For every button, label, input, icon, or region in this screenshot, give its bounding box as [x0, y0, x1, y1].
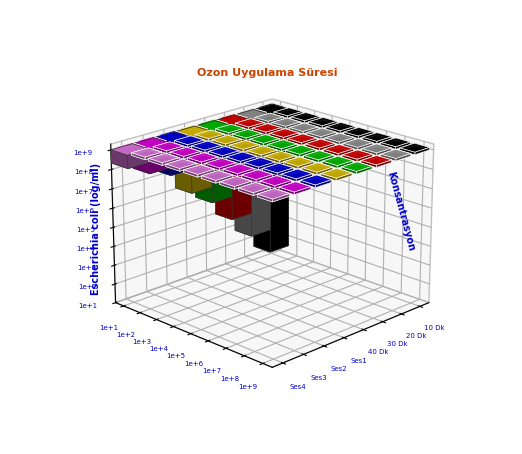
Text: Ozon Uygulama Süresi: Ozon Uygulama Süresi — [197, 69, 338, 79]
Text: Konsantrasyon: Konsantrasyon — [385, 171, 416, 253]
Text: Escherichia coli (log/ml): Escherichia coli (log/ml) — [91, 163, 101, 296]
